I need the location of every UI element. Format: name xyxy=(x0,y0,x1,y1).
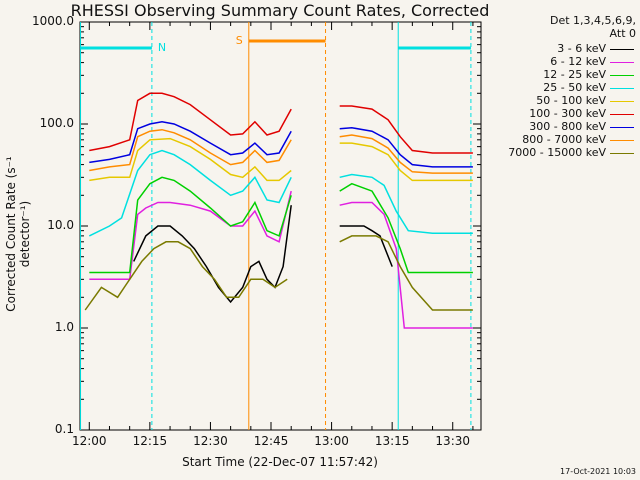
series-line-6to12keV xyxy=(89,190,292,281)
legend-swatch xyxy=(610,127,634,128)
x-tick-label: 13:00 xyxy=(314,434,349,448)
series-line-6to12keV xyxy=(339,201,473,329)
x-axis-label: Start Time (22-Dec-07 11:57:42) xyxy=(182,455,378,469)
legend-label: 50 - 100 keV xyxy=(536,94,606,107)
legend-label: 25 - 50 keV xyxy=(543,81,606,94)
interval-label: N xyxy=(157,41,167,54)
legend-label: 100 - 300 keV xyxy=(529,107,606,120)
x-tick-label: 12:15 xyxy=(132,434,168,448)
legend-label: 7000 - 15000 keV xyxy=(508,146,606,159)
x-tick-label: 13:15 xyxy=(374,434,410,448)
series-line-100to300keV xyxy=(339,105,473,154)
series-line-50to100keV xyxy=(339,142,473,182)
series-line-800to7000keV xyxy=(339,134,473,174)
y-tick-label: 0.1 xyxy=(54,422,74,436)
legend-label: 6 - 12 keV xyxy=(550,55,606,68)
detector-info-line2: Att 0 xyxy=(609,27,636,40)
x-tick-label: 12:00 xyxy=(71,434,107,448)
series-line-300to800keV xyxy=(89,121,292,164)
legend-swatch xyxy=(610,153,634,154)
legend-swatch xyxy=(610,62,634,63)
legend-label: 3 - 6 keV xyxy=(557,42,606,55)
series-line-12to25keV xyxy=(339,182,473,274)
detector-info-line1: Det 1,3,4,5,6,9, xyxy=(549,14,636,27)
series-line-12to25keV xyxy=(89,176,292,274)
series-line-800to7000keV xyxy=(89,128,292,172)
series-line-3to6keV xyxy=(133,205,292,304)
legend-swatch xyxy=(610,88,634,89)
y-tick-label: 1.0 xyxy=(54,320,74,334)
chart-title: RHESSI Observing Summary Count Rates, Co… xyxy=(70,1,490,20)
legend-swatch xyxy=(610,140,634,141)
series-line-100to300keV xyxy=(89,92,292,152)
legend-swatch xyxy=(610,75,634,76)
x-tick-label: 13:30 xyxy=(435,434,471,448)
legend-label: 12 - 25 keV xyxy=(543,68,606,81)
plot-frame xyxy=(79,21,482,431)
series-line-300to800keV xyxy=(339,126,473,168)
series-line-25to50keV xyxy=(88,149,292,237)
y-tick-label: 1000.0 xyxy=(32,14,74,28)
x-tick-label: 12:30 xyxy=(193,434,228,448)
y-axis-label: Corrected Count Rate (s⁻¹ detector⁻¹) xyxy=(4,156,32,312)
y-tick-label: 100.0 xyxy=(39,116,74,130)
legend-swatch xyxy=(610,101,634,102)
x-tick-label: 12:45 xyxy=(253,434,289,448)
legend-swatch xyxy=(610,49,634,50)
series-line-7000to15000keV xyxy=(339,235,473,311)
series-line-7000to15000keV xyxy=(84,241,288,311)
interval-label: S xyxy=(235,34,243,47)
series-line-25to50keV xyxy=(339,173,473,234)
series-line-3to6keV xyxy=(339,225,393,267)
series-line-50to100keV xyxy=(89,137,292,182)
generation-timestamp: 17-Oct-2021 10:03 xyxy=(560,467,636,476)
y-tick-label: 10.0 xyxy=(47,218,74,232)
legend-swatch xyxy=(610,114,634,115)
legend-label: 800 - 7000 keV xyxy=(522,133,606,146)
legend-label: 300 - 800 keV xyxy=(529,120,606,133)
